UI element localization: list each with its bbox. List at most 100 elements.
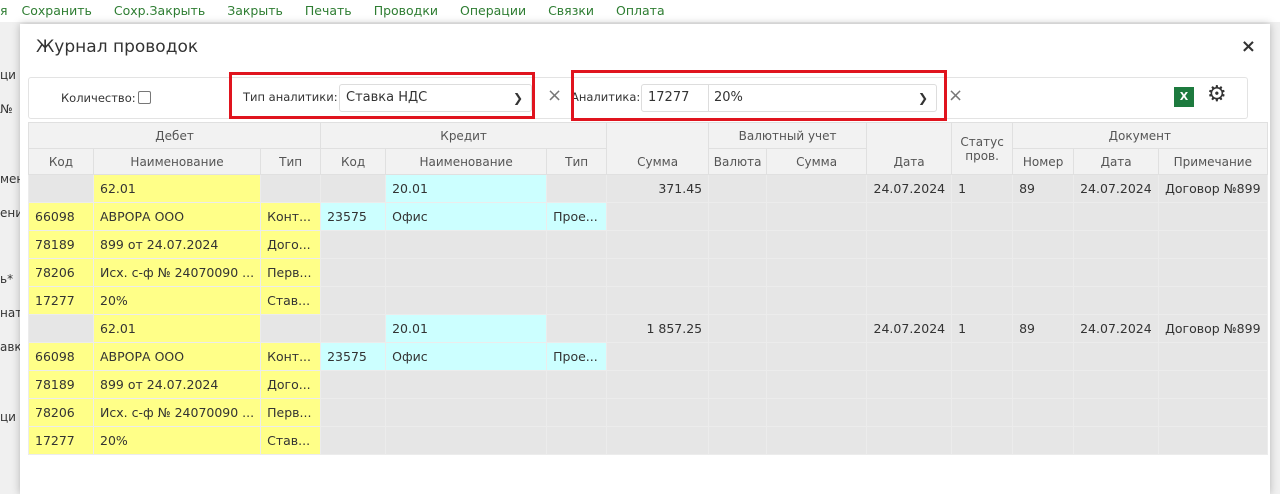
debit-analytic-type[interactable]: Став... xyxy=(260,286,322,315)
analytics-row[interactable]: 78189 899 от 24.07.2024 Дого... xyxy=(28,370,1268,399)
debit-analytic-type[interactable]: Став... xyxy=(260,426,322,455)
empty-cell[interactable] xyxy=(1158,286,1268,315)
empty-cell[interactable] xyxy=(766,230,868,259)
empty-cell[interactable] xyxy=(385,286,548,315)
analytics-type-select[interactable]: Ставка НДС ❯ xyxy=(339,84,532,112)
credit-code-header[interactable]: Код xyxy=(320,148,387,175)
empty-cell[interactable] xyxy=(766,426,868,455)
empty-cell[interactable] xyxy=(708,230,768,259)
quantity-checkbox[interactable] xyxy=(138,91,151,104)
analytics-row[interactable]: 78206 Исх. с-ф № 24070090 ... Перв... xyxy=(28,398,1268,427)
empty-cell[interactable] xyxy=(320,286,387,315)
empty-cell[interactable] xyxy=(546,286,608,315)
empty-cell[interactable] xyxy=(951,398,1014,427)
empty-cell[interactable] xyxy=(320,370,387,399)
empty-cell[interactable] xyxy=(708,258,768,287)
empty-cell[interactable] xyxy=(766,286,868,315)
debit-analytic-code[interactable]: 17277 xyxy=(28,426,94,455)
empty-cell[interactable] xyxy=(866,202,953,231)
save-button[interactable]: Сохранить xyxy=(21,3,92,18)
debit-account-cell[interactable]: 62.01 xyxy=(92,174,262,203)
credit-analytic-type[interactable]: Прое... xyxy=(546,202,608,231)
debit-type-header[interactable]: Тип xyxy=(260,148,322,175)
currency-sum-cell[interactable] xyxy=(766,314,868,343)
empty-cell[interactable] xyxy=(766,398,868,427)
credit-type-cell[interactable] xyxy=(546,174,608,203)
sum-cell[interactable]: 371.45 xyxy=(606,174,710,203)
currency-cell[interactable] xyxy=(708,314,768,343)
credit-analytic-type[interactable]: Прое... xyxy=(546,342,608,371)
empty-cell[interactable] xyxy=(1012,342,1075,371)
posting-row[interactable]: 62.01 20.01 371.45 24.07.2024 1 89 24.07.2024 Д… xyxy=(28,174,1268,203)
date-cell[interactable]: 24.07.2024 xyxy=(866,314,953,343)
empty-cell[interactable] xyxy=(866,230,953,259)
debit-analytic-code[interactable]: 78189 xyxy=(28,370,94,399)
empty-cell[interactable] xyxy=(708,426,768,455)
debit-analytic-code[interactable]: 78189 xyxy=(28,230,94,259)
payment-button[interactable]: Оплата xyxy=(616,3,665,18)
credit-analytic-name[interactable]: Офис xyxy=(385,202,548,231)
empty-cell[interactable] xyxy=(1073,342,1160,371)
debit-analytic-code[interactable]: 78206 xyxy=(28,398,94,427)
debit-analytic-type[interactable]: Перв... xyxy=(260,398,322,427)
empty-cell[interactable] xyxy=(708,202,768,231)
empty-cell[interactable] xyxy=(951,286,1014,315)
empty-cell[interactable] xyxy=(385,426,548,455)
debit-type-cell[interactable] xyxy=(260,174,322,203)
debit-analytic-code[interactable]: 78206 xyxy=(28,258,94,287)
credit-name-header[interactable]: Наименование xyxy=(385,148,548,175)
empty-cell[interactable] xyxy=(866,398,953,427)
empty-cell[interactable] xyxy=(1158,202,1268,231)
empty-cell[interactable] xyxy=(1012,426,1075,455)
empty-cell[interactable] xyxy=(320,258,387,287)
sum-header[interactable]: Сумма xyxy=(606,122,710,175)
credit-type-header[interactable]: Тип xyxy=(546,148,608,175)
date-header[interactable]: Дата xyxy=(866,122,953,175)
close-button[interactable]: Закрыть xyxy=(227,3,283,18)
clear-analytics-icon[interactable]: × xyxy=(948,85,964,106)
credit-account-cell[interactable]: 20.01 xyxy=(385,174,548,203)
debit-code-cell[interactable] xyxy=(28,174,94,203)
empty-cell[interactable] xyxy=(708,398,768,427)
empty-cell[interactable] xyxy=(1073,426,1160,455)
credit-account-cell[interactable]: 20.01 xyxy=(385,314,548,343)
empty-cell[interactable] xyxy=(1073,370,1160,399)
empty-cell[interactable] xyxy=(951,426,1014,455)
empty-cell[interactable] xyxy=(606,426,710,455)
credit-type-cell[interactable] xyxy=(546,314,608,343)
empty-cell[interactable] xyxy=(866,370,953,399)
debit-analytic-type[interactable]: Конт... xyxy=(260,342,322,371)
empty-cell[interactable] xyxy=(606,202,710,231)
empty-cell[interactable] xyxy=(766,342,868,371)
debit-analytic-name[interactable]: АВРОРА ООО xyxy=(92,202,262,231)
empty-cell[interactable] xyxy=(1073,286,1160,315)
doc-note-cell[interactable]: Договор №899 xyxy=(1158,314,1268,343)
empty-cell[interactable] xyxy=(385,370,548,399)
debit-analytic-name[interactable]: Исх. с-ф № 24070090 ... xyxy=(92,398,262,427)
debit-analytic-code[interactable]: 17277 xyxy=(28,286,94,315)
analytics-row[interactable]: 17277 20% Став... xyxy=(28,286,1268,315)
empty-cell[interactable] xyxy=(1158,398,1268,427)
empty-cell[interactable] xyxy=(708,286,768,315)
empty-cell[interactable] xyxy=(1012,286,1075,315)
empty-cell[interactable] xyxy=(766,258,868,287)
empty-cell[interactable] xyxy=(1073,398,1160,427)
debit-type-cell[interactable] xyxy=(260,314,322,343)
doc-number-header[interactable]: Номер xyxy=(1012,148,1075,175)
links-button[interactable]: Связки xyxy=(548,3,595,18)
empty-cell[interactable] xyxy=(951,202,1014,231)
empty-cell[interactable] xyxy=(708,342,768,371)
date-cell[interactable]: 24.07.2024 xyxy=(866,174,953,203)
doc-number-cell[interactable]: 89 xyxy=(1012,174,1075,203)
empty-cell[interactable] xyxy=(1158,370,1268,399)
analytics-row[interactable]: 66098 АВРОРА ООО Конт... 23575 Офис Прое... xyxy=(28,202,1268,231)
empty-cell[interactable] xyxy=(546,230,608,259)
empty-cell[interactable] xyxy=(1012,230,1075,259)
debit-analytic-type[interactable]: Конт... xyxy=(260,202,322,231)
postings-button[interactable]: Проводки xyxy=(373,3,439,18)
status-header[interactable]: Статус пров. xyxy=(951,122,1014,175)
doc-note-header[interactable]: Примечание xyxy=(1158,148,1268,175)
doc-number-cell[interactable]: 89 xyxy=(1012,314,1075,343)
doc-note-cell[interactable]: Договор №899 xyxy=(1158,174,1268,203)
currency-sum-header[interactable]: Сумма xyxy=(766,148,868,175)
